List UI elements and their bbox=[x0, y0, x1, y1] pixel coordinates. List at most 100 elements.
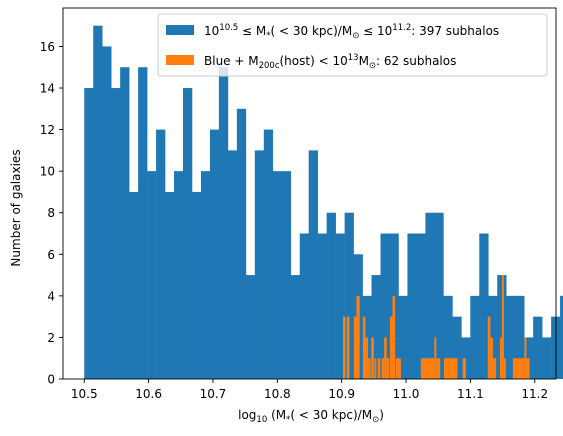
bar-series-1 bbox=[461, 337, 471, 379]
bar-series-1 bbox=[317, 233, 327, 379]
y-tick-label: 2 bbox=[47, 331, 55, 345]
bar-series-1 bbox=[200, 171, 211, 379]
bar-series-2 bbox=[377, 358, 381, 379]
bar-series-1 bbox=[416, 233, 426, 379]
bar-series-2 bbox=[356, 295, 360, 379]
y-axis-label: Number of galaxies bbox=[9, 149, 23, 266]
bar-series-1 bbox=[506, 295, 516, 379]
bar-series-1 bbox=[290, 275, 301, 379]
bar-series-1 bbox=[407, 233, 417, 379]
y-tick-label: 10 bbox=[40, 165, 55, 179]
bar-series-1 bbox=[398, 295, 408, 379]
bar-series-1 bbox=[84, 88, 94, 380]
bar-series-1 bbox=[129, 191, 139, 379]
y-tick-label: 12 bbox=[40, 123, 55, 137]
bar-series-2 bbox=[449, 358, 458, 379]
bar-series-2 bbox=[374, 358, 377, 379]
x-tick-label: 10.9 bbox=[328, 387, 355, 401]
bar-series-1 bbox=[102, 46, 112, 379]
bar-series-2 bbox=[526, 358, 530, 379]
bar-series-2 bbox=[384, 337, 387, 379]
bar-series-1 bbox=[93, 25, 103, 380]
bar-series-2 bbox=[398, 358, 401, 379]
bar-series-1 bbox=[236, 108, 247, 379]
bar-series-1 bbox=[245, 275, 256, 379]
bar-series-1 bbox=[263, 129, 274, 379]
legend-label-series-1: 1010.5 ≤ M*( < 30 kpc)/M⊙ ≤ 1011.2: 397 … bbox=[204, 23, 499, 41]
bar-series-2 bbox=[503, 358, 506, 379]
y-tick-label: 6 bbox=[47, 248, 55, 262]
legend-swatch-series-2 bbox=[166, 55, 194, 65]
bar-series-2 bbox=[436, 358, 441, 379]
bar-series-1 bbox=[560, 295, 563, 379]
bar-series-1 bbox=[191, 191, 202, 379]
bar-series-1 bbox=[434, 212, 444, 379]
bar-series-1 bbox=[156, 129, 166, 379]
bar-series-1 bbox=[470, 295, 480, 379]
bar-series-2 bbox=[444, 358, 450, 379]
x-tick-label: 11.0 bbox=[393, 387, 420, 401]
x-tick-label: 10.7 bbox=[200, 387, 227, 401]
bar-series-2 bbox=[492, 358, 497, 379]
bar-series-2 bbox=[362, 316, 366, 379]
bar-series-1 bbox=[380, 233, 390, 379]
x-tick-label: 10.8 bbox=[264, 387, 291, 401]
bar-series-2 bbox=[420, 358, 429, 379]
bar-series-1 bbox=[371, 275, 381, 379]
bar-series-2 bbox=[487, 316, 491, 379]
bar-series-1 bbox=[254, 150, 265, 379]
bar-series-2 bbox=[365, 337, 369, 379]
bar-series-1 bbox=[218, 67, 229, 379]
bar-series-2 bbox=[353, 316, 357, 379]
bar-series-2 bbox=[386, 358, 390, 379]
x-tick-label: 11.2 bbox=[521, 387, 548, 401]
bar-series-1 bbox=[326, 212, 336, 379]
bar-series-1 bbox=[344, 212, 354, 379]
bar-series-1 bbox=[308, 150, 318, 379]
y-tick-label: 14 bbox=[40, 82, 55, 96]
bar-series-2 bbox=[512, 358, 525, 379]
bar-series-2 bbox=[346, 316, 350, 379]
legend-label-series-2: Blue + M200c(host) < 1013M⊙: 62 subhalos bbox=[204, 53, 456, 71]
bar-series-1 bbox=[272, 171, 283, 379]
bar-series-1 bbox=[227, 150, 238, 379]
bar-series-1 bbox=[425, 212, 435, 379]
bar-series-2 bbox=[371, 337, 374, 379]
bar-series-1 bbox=[281, 171, 292, 379]
y-tick-label: 16 bbox=[40, 40, 55, 54]
bar-series-1 bbox=[120, 67, 130, 379]
series-1-bars bbox=[84, 25, 563, 380]
x-tick-label: 10.6 bbox=[135, 387, 162, 401]
bar-series-1 bbox=[138, 67, 148, 379]
plot-frame bbox=[62, 7, 557, 380]
bar-series-1 bbox=[452, 316, 462, 379]
y-tick-label: 4 bbox=[47, 289, 55, 303]
bar-series-1 bbox=[111, 88, 121, 380]
x-tick-label: 10.5 bbox=[71, 387, 98, 401]
y-tick-label: 0 bbox=[47, 373, 55, 387]
bar-series-1 bbox=[479, 233, 489, 379]
bar-series-2 bbox=[500, 337, 502, 379]
bar-series-1 bbox=[174, 171, 184, 379]
bar-series-2 bbox=[501, 275, 504, 379]
bar-series-1 bbox=[299, 233, 309, 379]
bar-series-1 bbox=[165, 191, 175, 379]
y-tick-label: 8 bbox=[47, 206, 55, 220]
bar-series-2 bbox=[462, 358, 466, 379]
bar-series-1 bbox=[497, 275, 507, 379]
bar-series-1 bbox=[182, 88, 193, 380]
bar-series-2 bbox=[524, 337, 527, 379]
bar-series-2 bbox=[490, 337, 493, 379]
bar-series-1 bbox=[335, 233, 345, 379]
bar-series-1 bbox=[515, 295, 525, 379]
bar-series-2 bbox=[392, 295, 396, 379]
legend: 1010.5 ≤ M*( < 30 kpc)/M⊙ ≤ 1011.2: 397 … bbox=[157, 13, 548, 77]
bar-series-2 bbox=[342, 316, 346, 379]
legend-swatch-series-1 bbox=[166, 25, 194, 35]
bar-series-1 bbox=[542, 337, 552, 379]
y-axis: 0 2 4 6 8 10 12 14 16 bbox=[40, 40, 63, 387]
x-axis: 10.5 10.6 10.7 10.8 10.9 11.0 11.1 11.2 bbox=[71, 379, 548, 401]
bar-series-2 bbox=[428, 358, 435, 379]
bar-series-1 bbox=[147, 171, 157, 379]
